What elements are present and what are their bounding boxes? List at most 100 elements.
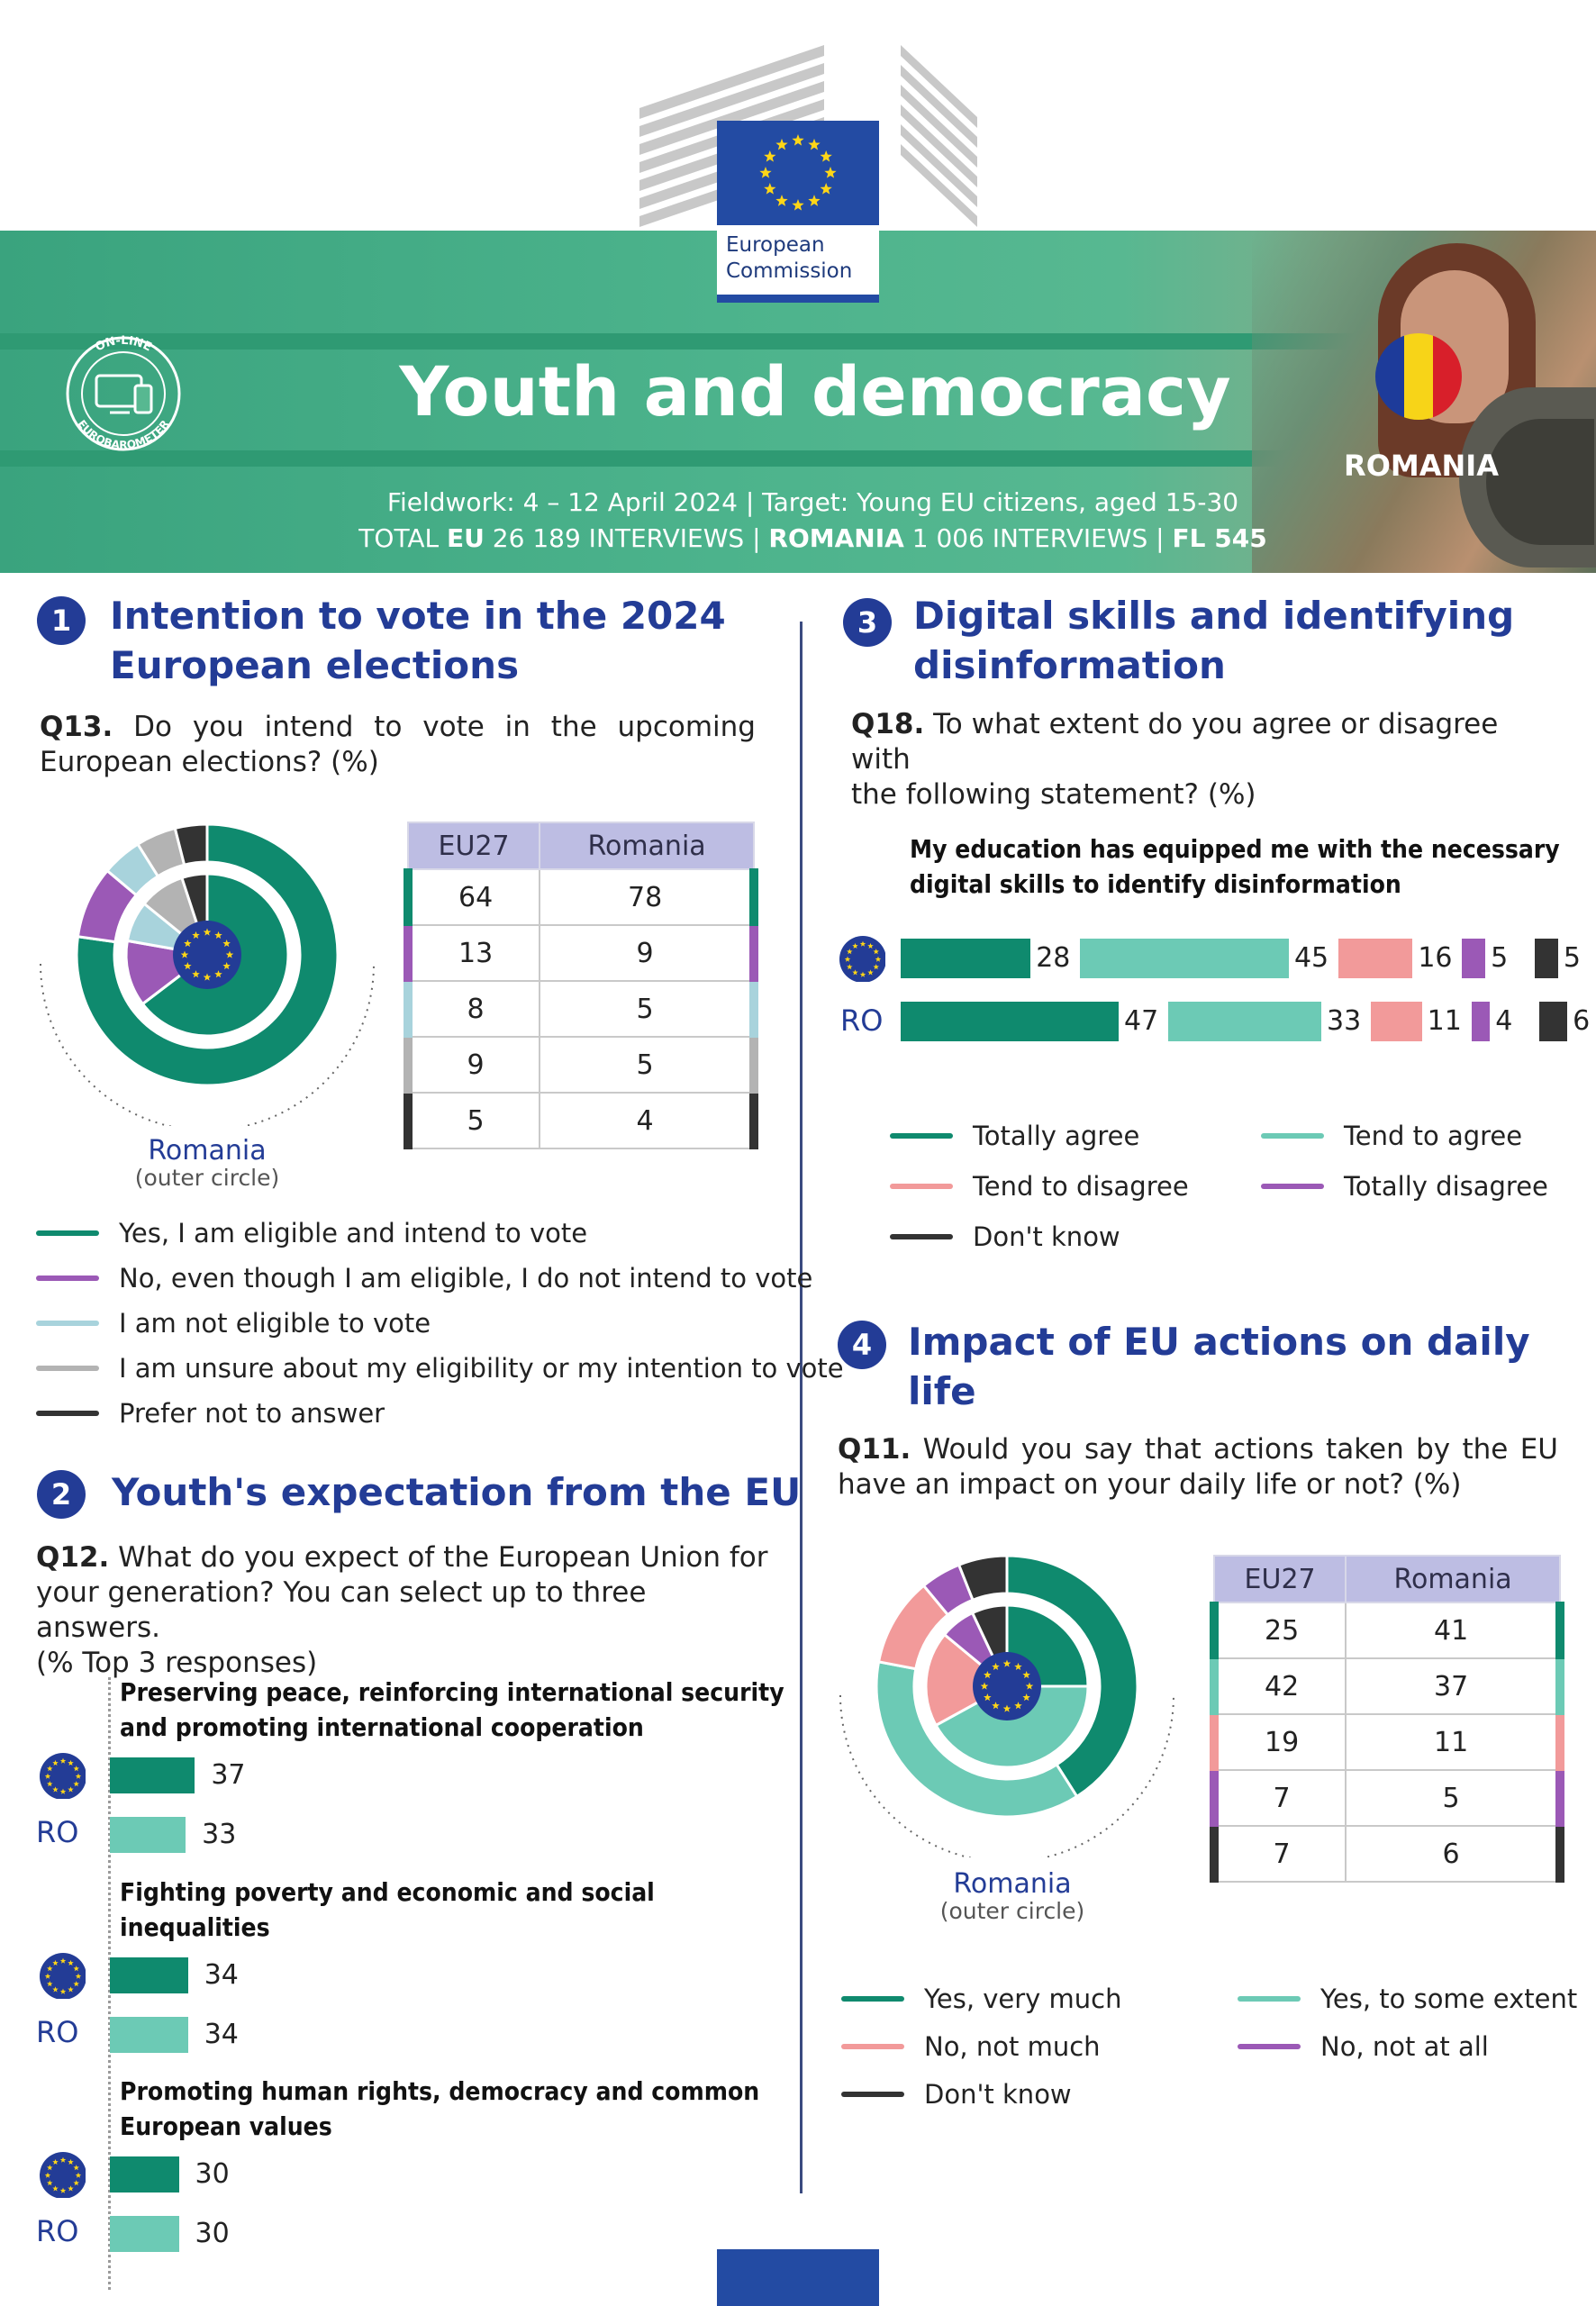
s1-legend-item: No, even though I am eligible, I do not …	[36, 1263, 812, 1294]
ro-label: RO	[36, 2214, 79, 2248]
s3-legend-swatch	[890, 1184, 953, 1189]
expectation-item-title-line1: Fighting poverty and economic and social	[120, 1877, 655, 1907]
s1-legend-label: I am not eligible to vote	[119, 1308, 431, 1339]
ec-name-line1: European	[726, 233, 825, 257]
q12-text-line2: your generation? You can select up to th…	[36, 1576, 647, 1644]
q11-text-line2: have an impact on your daily life or not…	[838, 1468, 1462, 1501]
ro-bar-value: 34	[204, 2019, 239, 2050]
digital-bar-value: 5	[1563, 942, 1581, 974]
section-1-title-line1: Intention to vote in the 2024	[110, 594, 726, 638]
section-1-number: 1	[37, 596, 86, 645]
expectation-item-title-line2: and promoting international cooperation	[120, 1712, 644, 1742]
ro-bar	[110, 2216, 179, 2252]
digital-chart-title: My education has equipped me with the ne…	[910, 831, 1560, 902]
q11-number: Q11.	[838, 1433, 911, 1466]
table4-eu27-value: 42	[1209, 1657, 1347, 1715]
fieldwork-eu-count: 26 189 INTERVIEWS |	[484, 523, 769, 553]
s4-legend-label: No, not much	[924, 2031, 1101, 2062]
table1-eu27-value: 5	[403, 1092, 541, 1149]
expectation-item-title-line1: Preserving peace, reinforcing internatio…	[120, 1677, 784, 1707]
digital-bar-segment	[1471, 1002, 1491, 1041]
expectation-item-title: Fighting poverty and economic and social…	[120, 1875, 655, 1945]
table4-eu27-value: 19	[1209, 1713, 1347, 1771]
digital-bar-value: 47	[1124, 1005, 1159, 1037]
donut4-ro-slice-0	[1005, 1554, 1139, 1799]
digital-bar-value: 6	[1573, 1005, 1591, 1037]
ro-label: RO	[36, 1815, 79, 1849]
s3-legend-item: Tend to disagree	[890, 1171, 1189, 1202]
digital-bar-value: 16	[1418, 942, 1453, 974]
digital-bar-value: 33	[1327, 1005, 1362, 1037]
donut1-label: Romania	[148, 1135, 267, 1167]
s3-legend-swatch	[1261, 1133, 1324, 1139]
table1-row: 13 9	[403, 924, 758, 982]
ec-logo-bar	[717, 295, 879, 303]
donut4-dotted-arc	[839, 1694, 1174, 1857]
svg-text:ON-LINE: ON-LINE	[93, 334, 153, 355]
section-1-title-line2: European elections	[110, 643, 520, 687]
ro-bar	[110, 2017, 188, 2053]
vote-intention-donut	[40, 822, 375, 1126]
fieldwork-eu: EU	[447, 523, 485, 553]
q18-text-line2: the following statement? (%)	[851, 778, 1256, 811]
table4-header-eu27: EU27	[1212, 1555, 1347, 1603]
s3-legend-label: Totally agree	[973, 1121, 1140, 1151]
table4-romania-value: 41	[1345, 1602, 1564, 1659]
table4-row: 42 37	[1209, 1657, 1564, 1715]
digital-bar-value: 28	[1036, 942, 1071, 974]
ro-bar-value: 30	[195, 2218, 230, 2249]
s4-legend-swatch	[841, 1996, 904, 2002]
s3-legend-swatch	[890, 1133, 953, 1139]
donut1-dotted-arc	[40, 963, 375, 1126]
table1-eu27-value: 64	[403, 868, 541, 926]
s4-legend-swatch	[841, 2092, 904, 2097]
eu-flag	[717, 121, 879, 225]
s1-legend-label: I am unsure about my eligibility or my i…	[119, 1353, 844, 1384]
table1-eu27-value: 8	[403, 980, 541, 1038]
fieldwork-total: TOTAL	[358, 523, 448, 553]
s4-legend-swatch	[841, 2044, 904, 2049]
section-2-question: Q12. What do you expect of the European …	[36, 1540, 775, 1681]
eu-bar-value: 30	[195, 2158, 230, 2190]
eu-bar	[110, 1757, 195, 1793]
q12-text-line1: What do you expect of the European Union…	[109, 1541, 768, 1574]
section-4-question: Q11. Would you say that actions taken by…	[838, 1432, 1558, 1503]
expectation-item-title-line2: European values	[120, 2111, 332, 2141]
table1-header-romania: Romania	[539, 822, 755, 870]
eu-bar	[110, 2156, 179, 2193]
q12-text-line3: (% Top 3 responses)	[36, 1647, 318, 1679]
s3-legend-item: Totally disagree	[1261, 1171, 1548, 1202]
q18-text-line1: To what extent do you agree or disagree …	[851, 708, 1499, 776]
table4-romania-value: 11	[1345, 1713, 1564, 1771]
digital-bar-segment	[1338, 939, 1413, 978]
s4-legend-item: No, not at all	[1238, 2031, 1489, 2062]
digital-bar-value: 5	[1491, 942, 1509, 974]
q11-text-line1: Would you say that actions taken by the …	[911, 1433, 1558, 1466]
section-4-title: Impact of EU actions on daily life	[908, 1317, 1530, 1416]
q12-number: Q12.	[36, 1541, 110, 1574]
digital-bar-segment	[901, 939, 1031, 978]
country-name: ROMANIA	[1344, 449, 1499, 483]
section-3-title-line1: Digital skills and identifying	[913, 594, 1515, 638]
vote-intention-table: EU27 Romania 64 78 13 9 8 5 9 5 5 4	[403, 822, 758, 1149]
table1-eu27-value: 13	[403, 924, 541, 982]
header-stripe	[0, 333, 1596, 350]
digital-bar-value: 11	[1427, 1005, 1462, 1037]
s4-legend-label: Yes, very much	[924, 1984, 1122, 2014]
s1-legend-label: Yes, I am eligible and intend to vote	[119, 1218, 588, 1248]
section-4-number: 4	[838, 1321, 886, 1369]
section-2-title: Youth's expectation from the EU	[112, 1470, 802, 1514]
ro-bar	[110, 1817, 186, 1853]
q13-number: Q13.	[40, 711, 113, 743]
section-4-title-line2: life	[908, 1369, 976, 1413]
s4-legend-label: No, not at all	[1320, 2031, 1489, 2062]
ec-name: European Commission	[726, 232, 852, 285]
table1-row: 64 78	[403, 868, 758, 926]
page-title: Youth and democracy	[399, 351, 1231, 431]
s1-legend-swatch	[36, 1366, 99, 1371]
s3-legend-item: Tend to agree	[1261, 1121, 1522, 1151]
fieldwork-fl: FL 545	[1172, 523, 1267, 553]
s1-legend-swatch	[36, 1276, 99, 1281]
